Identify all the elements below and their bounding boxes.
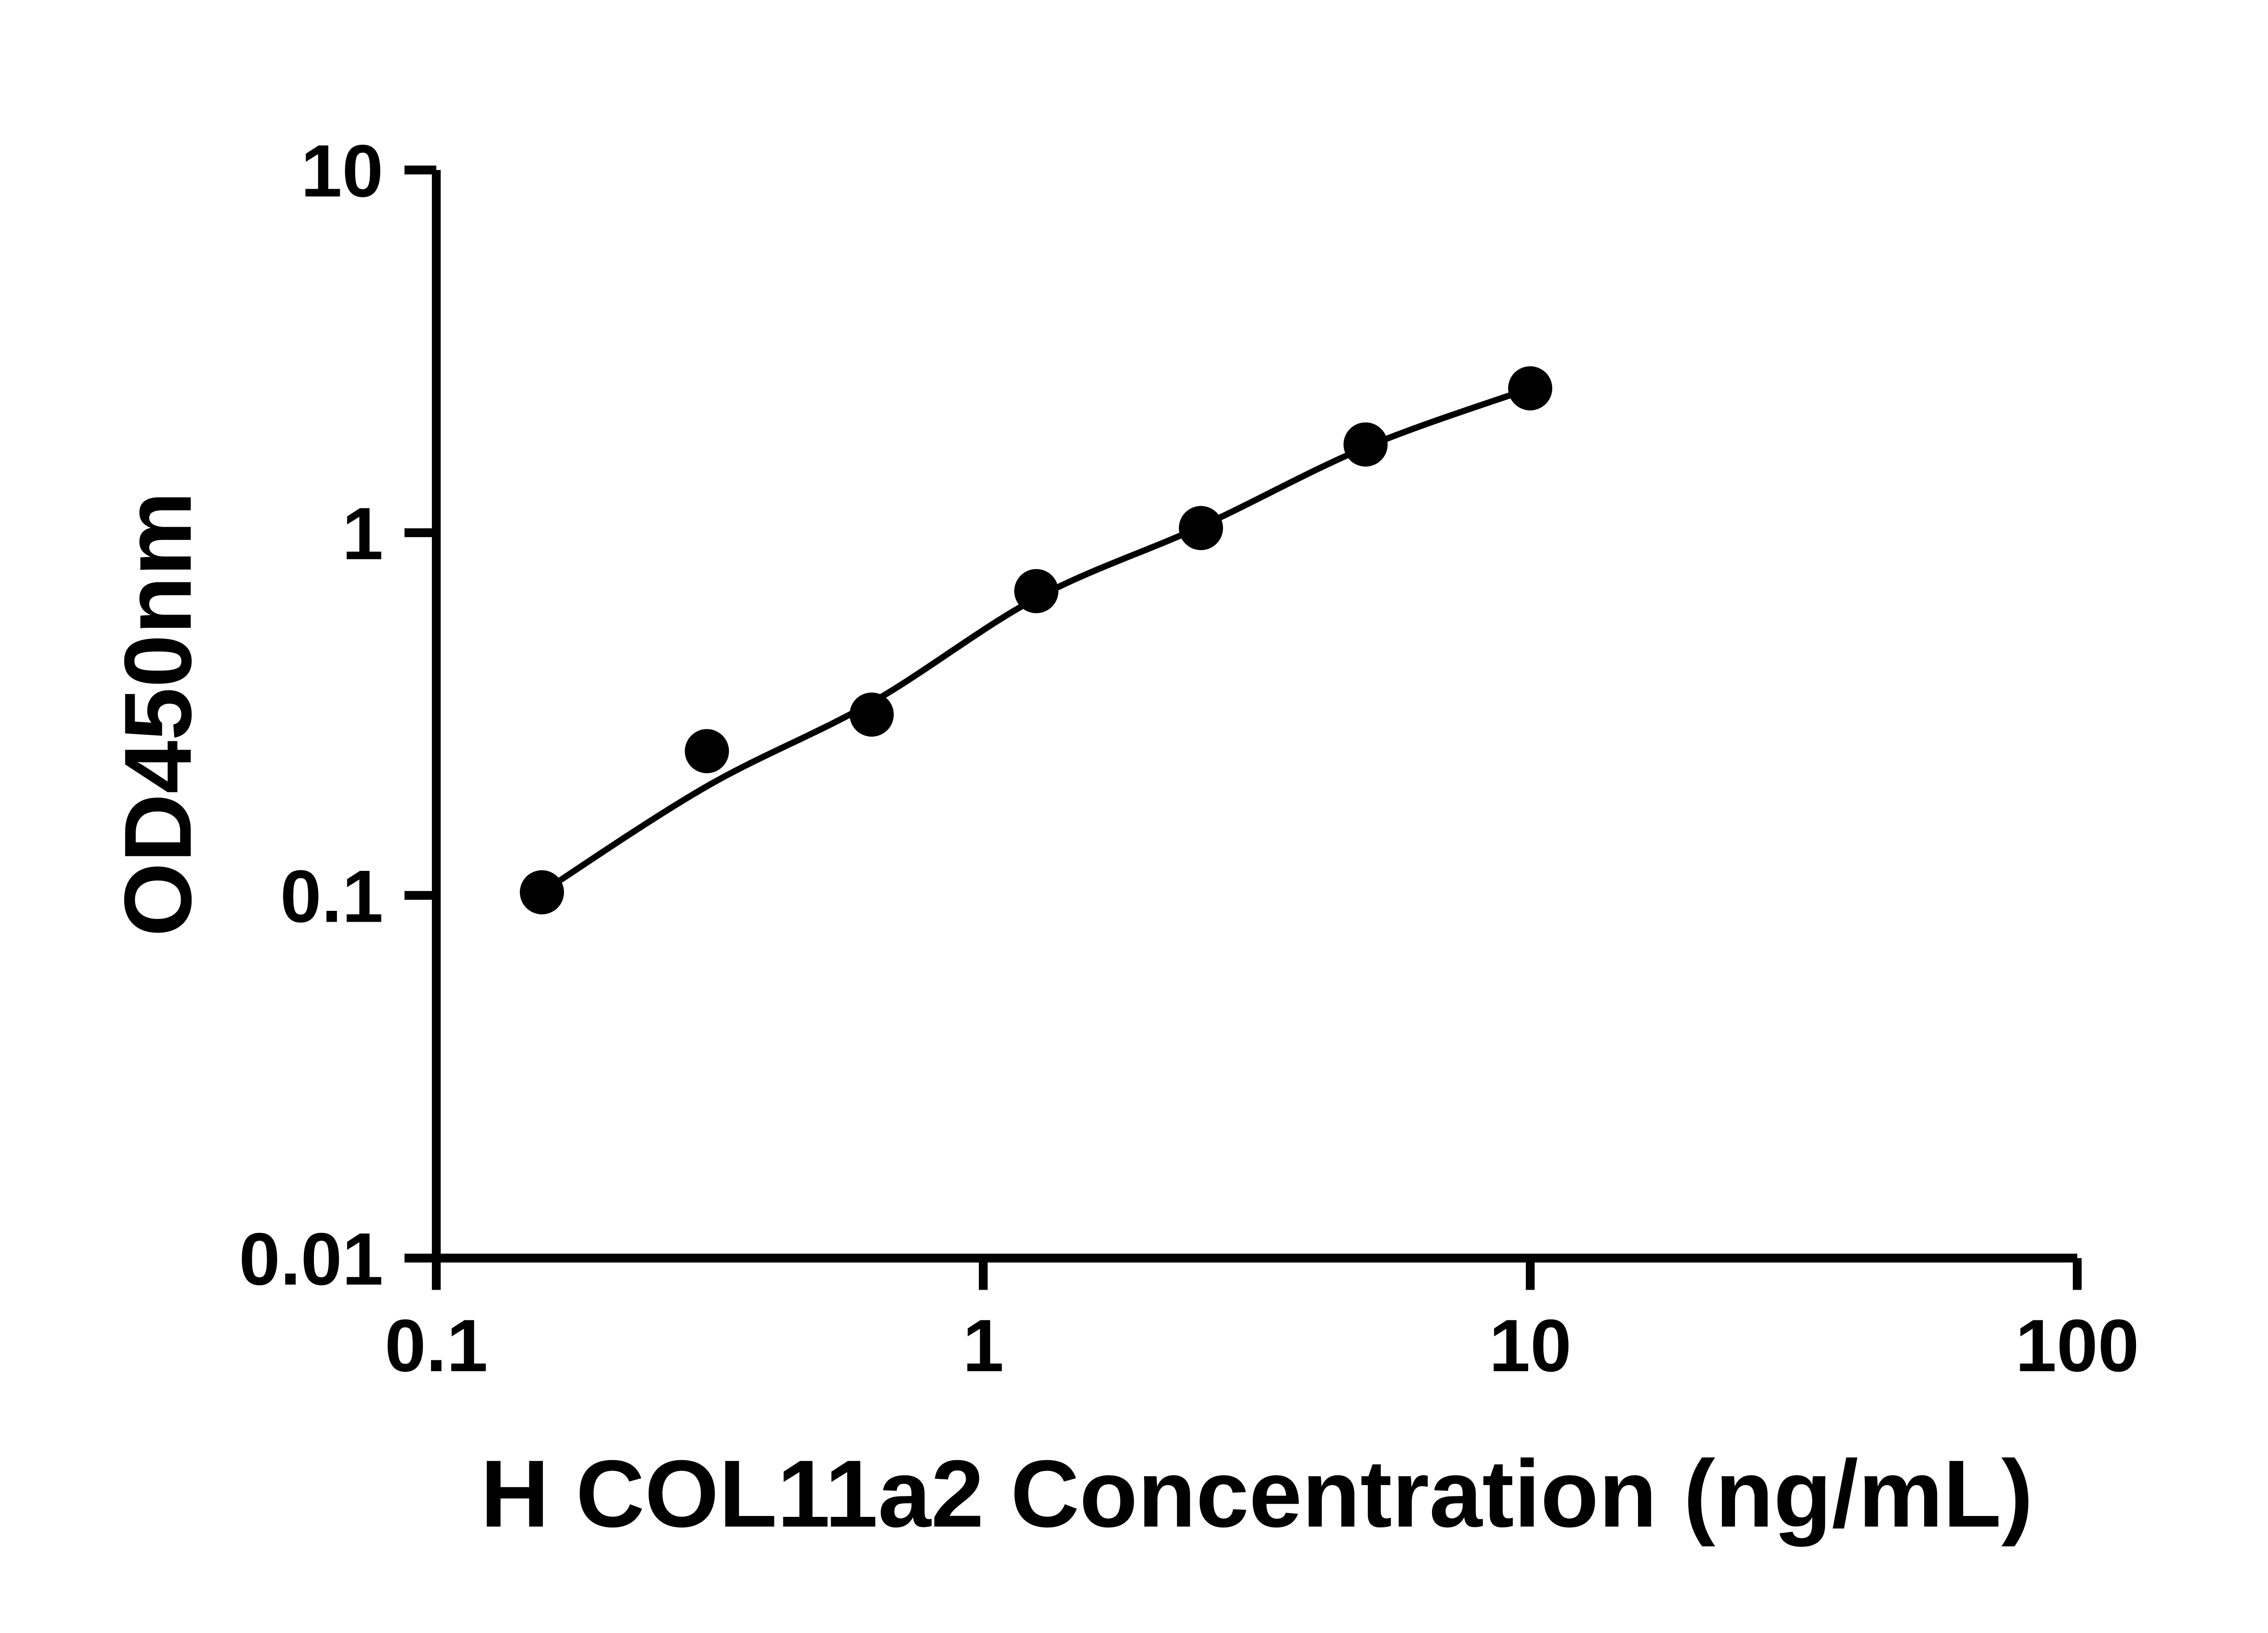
x-tick-label: 1: [963, 1304, 1004, 1387]
data-point: [684, 729, 729, 773]
data-point: [520, 870, 564, 914]
fit-curve-line: [538, 385, 1534, 895]
y-axis-title: OD450nm: [105, 491, 211, 937]
x-axis-title: H COL11a2 Concentration (ng/mL): [480, 1440, 2033, 1547]
axis-lines: [432, 170, 2077, 1263]
data-point: [1014, 569, 1059, 613]
y-tick-label: 0.1: [280, 855, 383, 938]
data-point: [1508, 366, 1553, 411]
x-tick-label: 100: [2015, 1304, 2139, 1387]
y-tick-label: 0.01: [239, 1217, 383, 1301]
x-tick-label: 10: [1489, 1304, 1572, 1387]
y-tick-label: 10: [301, 129, 383, 212]
x-tick-label: 0.1: [385, 1304, 488, 1387]
data-point: [1343, 422, 1388, 467]
data-point: [850, 692, 894, 737]
y-tick-label: 1: [342, 492, 383, 575]
data-point: [1178, 506, 1223, 550]
